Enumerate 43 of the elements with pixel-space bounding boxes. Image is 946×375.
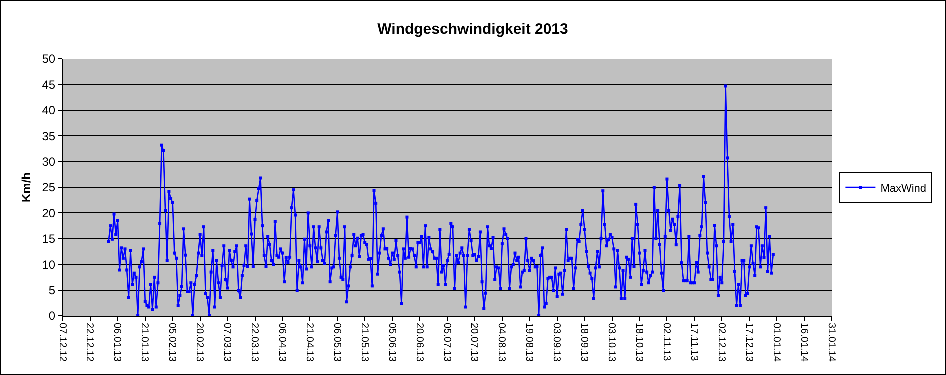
- x-tick-label: 18.09.13: [578, 323, 590, 362]
- x-tick-label: 06.04.13: [276, 323, 288, 362]
- x-tick-label: 21.04.13: [304, 323, 315, 362]
- x-tick-label: 19.08.13: [524, 323, 535, 362]
- x-tick-label: 21.01.13: [139, 323, 150, 362]
- x-tick-label: 22.03.13: [249, 323, 260, 362]
- y-tick-label: 30: [42, 155, 56, 169]
- y-tick-label: 35: [42, 129, 56, 144]
- legend-label: MaxWind: [880, 182, 927, 195]
- x-tick-label: 02.11.13: [660, 323, 672, 362]
- x-tick-label: 03.10.13: [606, 323, 618, 362]
- y-tick-label: 45: [42, 78, 56, 92]
- y-axis-title: Km/h: [20, 172, 34, 202]
- x-tick-label: 04.08.13: [496, 323, 508, 362]
- x-tick-label: 20.07.13: [468, 323, 480, 362]
- y-tick-label: 40: [42, 104, 56, 118]
- x-tick-label: 07.12.12: [56, 323, 68, 362]
- x-tick-label: 20.02.13: [194, 323, 206, 362]
- x-tick-label: 22.12.12: [84, 323, 96, 362]
- y-tick-label: 15: [42, 232, 56, 246]
- x-tick-label: 18.10.13: [634, 323, 644, 362]
- x-tick-label: 21.05.13: [358, 323, 370, 362]
- y-tick-label: 25: [42, 180, 56, 195]
- y-tick-label: 10: [42, 258, 56, 272]
- chart-title: Windgeschwindigkeit 2013: [378, 20, 568, 38]
- y-tick-label: 50: [42, 52, 56, 66]
- x-tick-label: 07.03.13: [222, 323, 233, 362]
- x-tick-label: 17.12.13: [743, 323, 754, 362]
- x-tick-label: 03.09.13: [551, 323, 562, 362]
- x-tick-label: 02.12.13: [716, 323, 727, 362]
- x-tick-label: 05.02.13: [166, 323, 178, 362]
- x-tick-label: 20.06.13: [414, 323, 425, 362]
- x-tick-label: 31.01.14: [826, 323, 837, 362]
- x-tick-label: 06.01.13: [112, 323, 123, 362]
- y-tick-label: 5: [48, 284, 56, 298]
- y-tick-label: 0: [48, 309, 56, 324]
- y-tick-label: 20: [42, 206, 56, 220]
- x-tick-label: 16.01.14: [798, 323, 810, 362]
- x-tick-label: 01.01.14: [770, 323, 782, 362]
- x-tick-label: 05.07.13: [441, 323, 452, 362]
- x-tick-label: 17.11.13: [688, 323, 700, 362]
- x-tick-label: 06.05.13: [331, 323, 342, 362]
- x-tick-label: 05.06.13: [386, 323, 398, 362]
